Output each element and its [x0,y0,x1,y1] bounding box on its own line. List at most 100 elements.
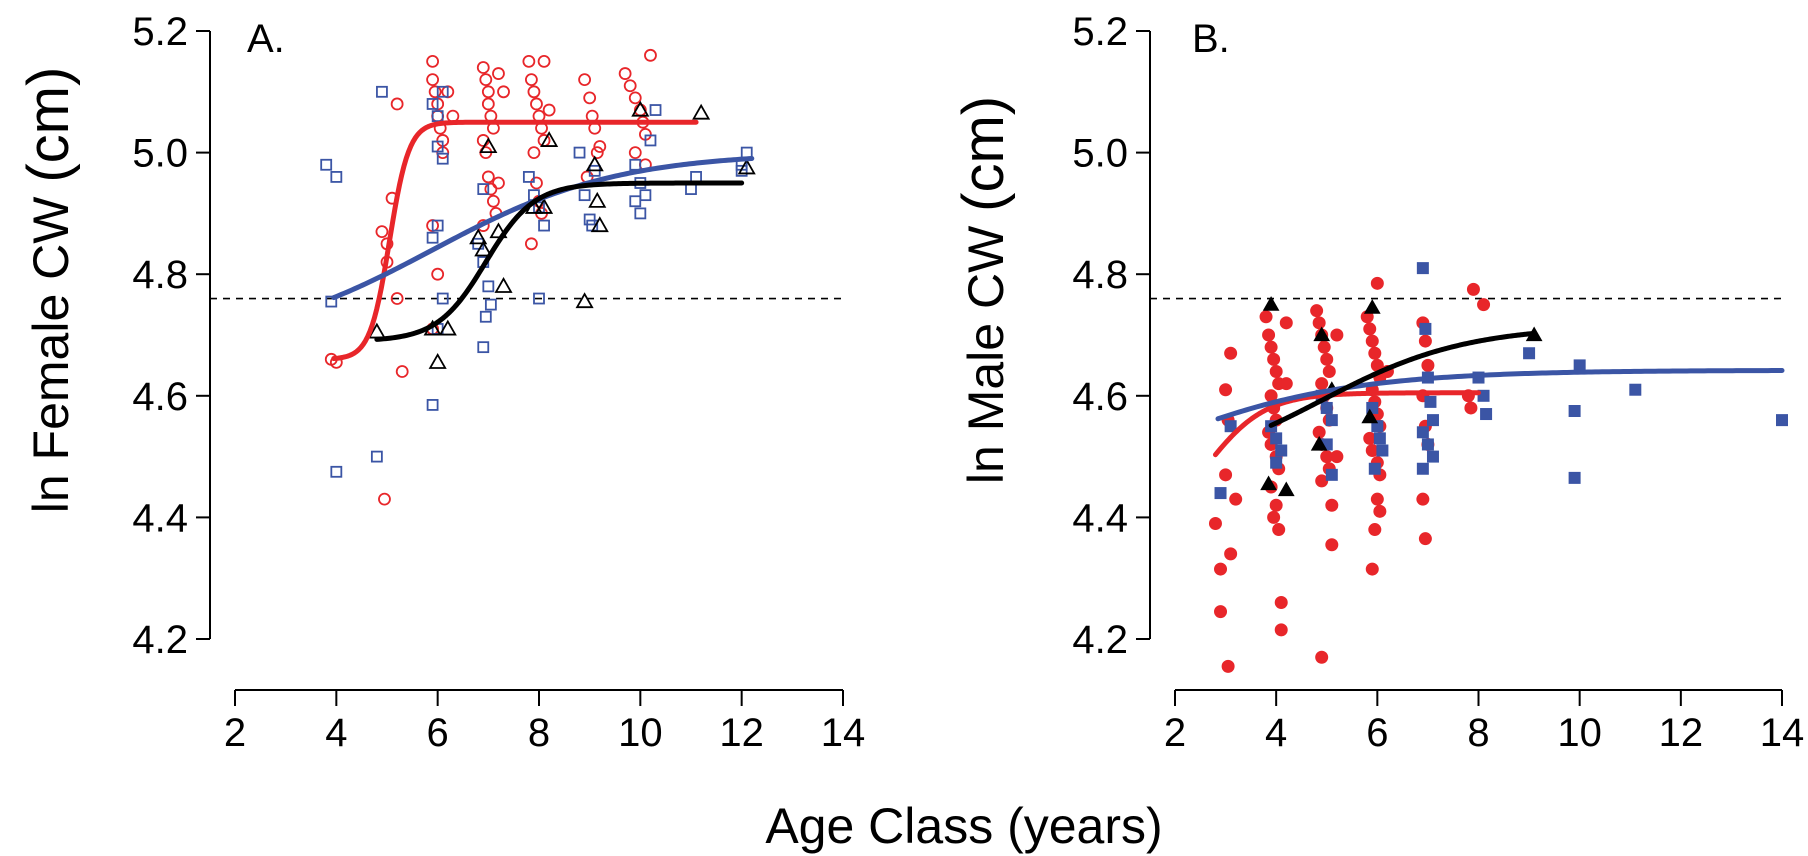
panel-a-x-tick-label: 10 [618,711,663,755]
panel-b-square-point [1373,432,1386,445]
panel-a-ylabel: ln Female CW (cm) [16,67,81,514]
panel-a-triangle-point [692,103,711,120]
panel-a-triangle-point [428,353,447,369]
panel-b-square-point [1325,414,1338,427]
panel-a-circle-point [492,67,505,80]
panel-a-square-point [330,171,343,183]
panel-b-circle-point [1365,334,1379,348]
panel-a-circle-point [618,67,632,80]
panel-b: B. ln Male CW (cm) 4.2 4.4 4.6 4.8 5.0 5.2 2 4 6… [951,10,1804,755]
panel-b-circle-point [1269,364,1283,378]
panel-a-circle-point [476,61,490,74]
panel-a-square-point [426,399,439,411]
panel-a-y-tick-label: 4.8 [132,253,188,297]
panel-b-triangle-point [1262,296,1280,311]
panel-b-circle-point [1373,504,1387,518]
panel-a-square-point [533,292,545,305]
panel-a-square-point [370,450,383,463]
panel-b-circle-point [1279,377,1293,391]
panel-a-circle-point [497,85,510,99]
panel-b-triangle-point [1260,475,1277,491]
panel-a-circle-point [644,48,657,62]
panel-a-square-point [690,171,702,183]
panel-b-x-tick-label: 6 [1366,711,1388,755]
panel-a-circle-point [431,267,445,281]
panel-a-y-tick-label: 4.2 [132,618,188,662]
panel-a-x-tick-label: 2 [224,711,246,755]
panel-b-circle-point [1418,334,1432,348]
panel-a-triangle-point [585,155,604,172]
panel-b-circle-point [1264,340,1278,354]
panel-b-square-point [1416,262,1429,275]
panel-b-square-point [1224,420,1237,433]
panel-b-circle-point [1370,492,1384,506]
panel-b-y-tick-label: 5.0 [1072,132,1128,176]
panel-a-circle-point [593,140,607,153]
panel-a-triangle-point [590,216,609,233]
panel-b-circle-point [1477,298,1491,312]
panel-a-circle-point [486,194,500,208]
panel-a-circle-point [628,91,642,105]
panel-b-circle-point [1269,498,1283,512]
panel-b-circle-point [1370,276,1384,290]
panel-a-circle-point [578,73,591,87]
panel-b-circle-point [1317,340,1331,354]
panel-a-square-point [644,134,657,147]
panel-b-circle-point [1219,383,1233,397]
panel-b-circle-point [1315,377,1329,391]
panel-a-triangle-point [438,319,457,336]
panel-a-circle-point [395,365,409,378]
panel-a-square-point [649,104,662,116]
panel-a-circle-point [525,73,538,87]
panel-b-circle-point [1312,316,1326,330]
panel-b-circle-point [1315,474,1329,488]
panel-a-circle-point [481,170,495,184]
panel-a-y-tick-label: 5.0 [132,132,188,176]
panel-a-square-point [479,310,492,323]
panel-b-triangle-point [1277,481,1295,497]
panel-a-circle-point [492,176,505,190]
panel-b-circle-point [1259,310,1273,324]
panel-a-square-point [477,341,490,354]
panel-a-x-tick-label: 4 [325,711,347,755]
panel-b-ylabel-prefix: ln Male CW [958,212,1014,484]
panel-a-circle-point [522,55,536,68]
panel-b-circle-point [1310,304,1324,318]
panel-b-fit-curve [1212,390,1481,458]
panel-b-circle-point [1279,316,1293,330]
panel-b-square-point [1270,432,1283,445]
panel-b-circle-point [1320,352,1334,366]
panel-a-triangle-point [631,100,650,117]
panel-a-letter: A. [247,17,285,61]
panel-b-circle-point [1418,532,1432,546]
panel-b-y-tick-label: 4.6 [1072,375,1128,419]
panel-b-y-tick-label: 4.2 [1072,618,1128,662]
panel-a-square-point [426,98,439,110]
panel-a-square-point [436,152,449,165]
panel-b-square-point [1371,420,1384,433]
panel-a-triangle-point [469,228,488,245]
panel-b-circle-point [1330,328,1344,342]
panel-a-square-point [325,295,338,308]
panel-a-square-point [426,231,439,244]
panel-b-circle-point [1219,468,1233,482]
panel-a-square-point [484,298,497,311]
panel-a: A. ln Female CW (cm) 4.2 4.4 4.6 4.8 5.0 5.2 2… [16,10,865,755]
panel-b-triangle-point [1361,408,1379,424]
panel-b-y-tick-label: 4.4 [1072,496,1128,540]
panel-b-circle-point [1365,562,1379,576]
panel-a-circle-point [426,73,440,87]
panel-b-x-tick-label: 14 [1760,711,1805,755]
panel-a-square-point [477,183,490,195]
panel-b-triangle-point [1310,435,1328,451]
panel-a-square-point [735,164,748,177]
panel-b-letter: B. [1192,17,1230,61]
panel-a-triangle-point [474,240,493,257]
panel-a-square-point [629,195,642,208]
panel-a-square-point [639,189,652,202]
panel-b-circle-point [1325,538,1339,552]
panel-a-y-tick-label: 5.2 [132,10,188,54]
panel-a-square-point [431,140,444,153]
panel-a-triangle-point [535,198,554,214]
